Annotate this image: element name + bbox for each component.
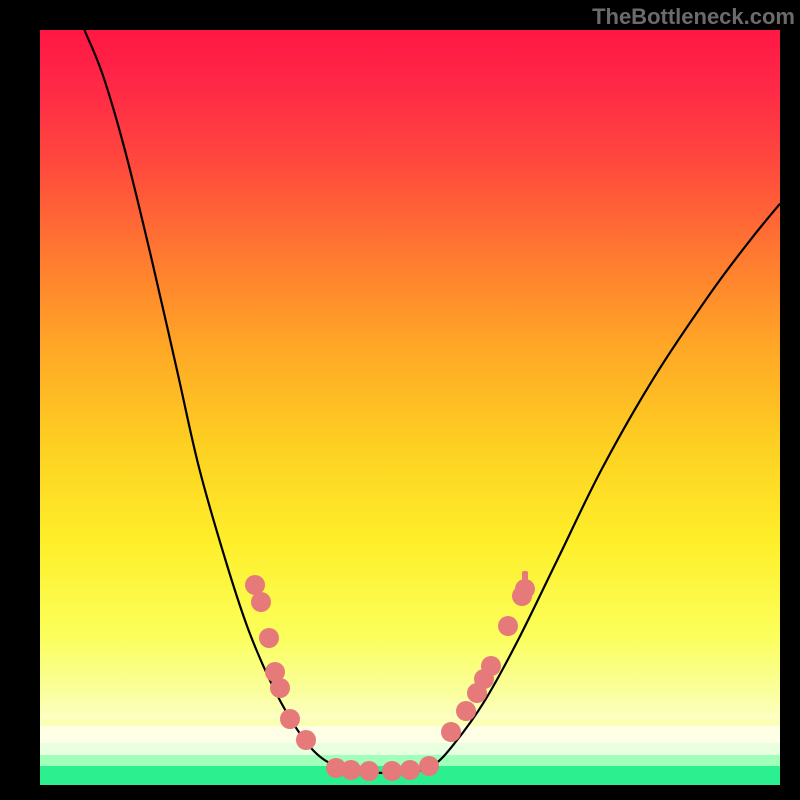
data-marker (481, 656, 501, 676)
data-marker (359, 761, 379, 781)
data-marker (382, 761, 402, 781)
data-marker-spike (522, 571, 528, 585)
watermark: TheBottleneck.com (592, 4, 795, 30)
data-marker (259, 628, 279, 648)
data-marker (419, 756, 439, 776)
data-marker (498, 616, 518, 636)
data-marker (296, 730, 316, 750)
plot-area (40, 30, 780, 785)
data-marker (441, 722, 461, 742)
data-marker (251, 592, 271, 612)
data-marker (270, 678, 290, 698)
bottleneck-curve (40, 30, 780, 785)
v-curve-path (84, 30, 780, 773)
data-marker (456, 701, 476, 721)
data-marker (400, 760, 420, 780)
data-marker (280, 709, 300, 729)
data-marker (341, 760, 361, 780)
